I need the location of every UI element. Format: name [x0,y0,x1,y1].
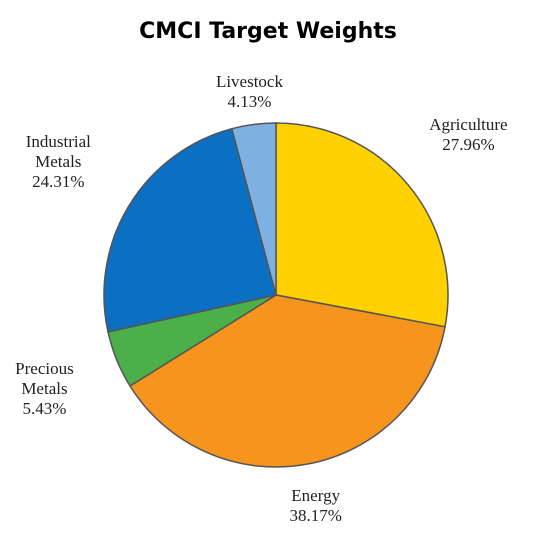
value-label: 5.43% [22,399,67,419]
slice-label: Industrial Metals 24.31% [8,132,108,192]
slice-label: Precious Metals 5.43% [0,359,94,419]
pie-slice [230,122,277,296]
value-label: 38.17% [289,506,342,526]
value-label: 27.96% [442,135,495,155]
category-label: Energy [291,486,341,506]
value-label: 24.31% [32,172,85,192]
chart-title: CMCI Target Weights [139,19,397,44]
pie-slice [103,127,277,333]
value-label: 4.13% [227,91,272,111]
category-label: Livestock [215,71,283,91]
slice-label: Energy 38.17% [266,486,366,526]
pie-slice [128,294,446,468]
category-label: Industrial Metals [25,132,91,172]
category-label: Precious Metals [15,359,74,399]
slice-label: Agriculture 27.96% [418,115,518,155]
slice-label: Livestock 4.13% [199,72,299,112]
pie-slice [275,122,449,328]
category-label: Agriculture [429,115,508,135]
